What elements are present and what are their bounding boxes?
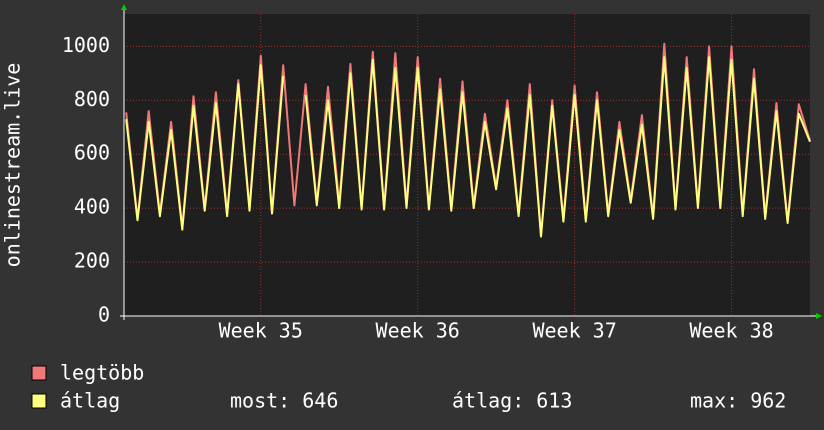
y-tick-label: 600: [74, 141, 110, 165]
legend-stat: max: 962: [690, 389, 786, 413]
y-tick-label: 400: [74, 195, 110, 219]
y-tick-label: 1000: [62, 33, 110, 57]
y-tick-label: 200: [74, 249, 110, 273]
legend-label: legtöbb: [60, 361, 144, 385]
legend-stat: átlag: 613: [452, 389, 572, 413]
plot-area: [124, 14, 810, 316]
axis-arrow: [121, 4, 127, 10]
y-tick-label: 800: [74, 87, 110, 111]
legend-swatch: [31, 365, 47, 381]
series-line: [125, 56, 811, 238]
y-axis-label: onlinestream.live: [1, 63, 25, 268]
y-tick-label: 0: [98, 303, 110, 327]
legend-stat: most: 646: [230, 389, 338, 413]
x-tick-label: Week 36: [376, 319, 460, 343]
legend-label: átlag: [60, 389, 120, 413]
axis-arrow: [816, 313, 822, 319]
x-tick-label: Week 35: [219, 319, 303, 343]
x-tick-label: Week 38: [689, 319, 773, 343]
legend-swatch: [31, 393, 47, 409]
x-tick-label: Week 37: [532, 319, 616, 343]
